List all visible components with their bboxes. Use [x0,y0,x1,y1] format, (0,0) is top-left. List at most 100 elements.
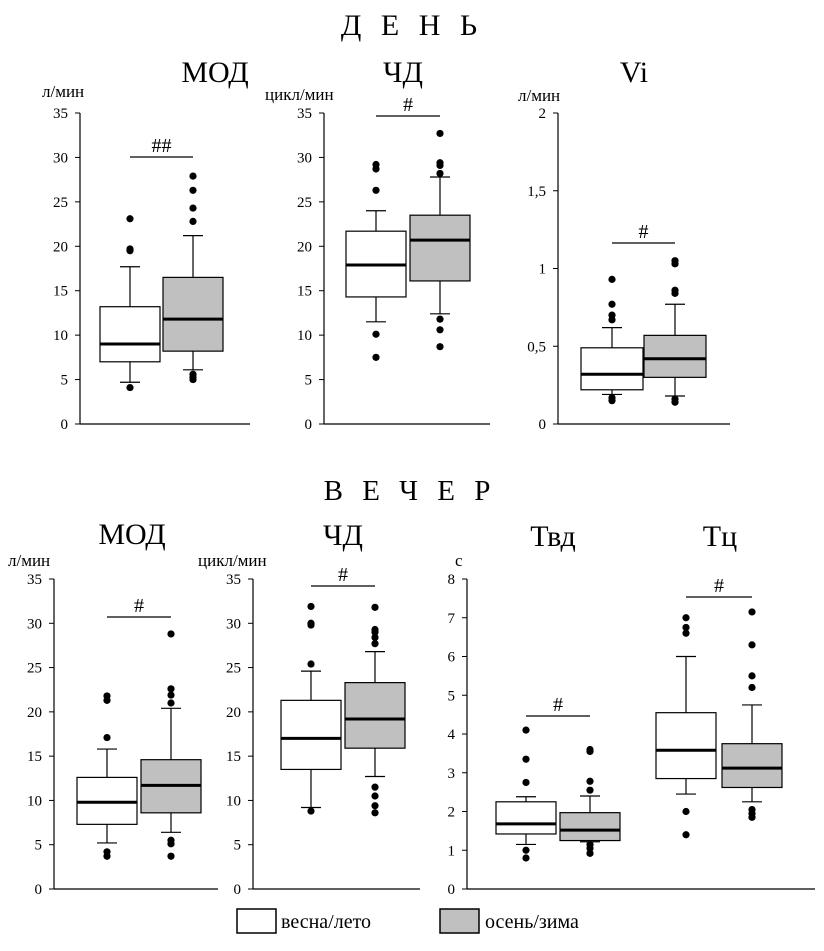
box-autumn-winter [409,129,471,351]
y-tick-label: 0 [234,882,242,898]
outlier-point [372,330,380,338]
outlier-point [671,257,679,265]
outlier-point [522,846,530,854]
chart-title: Vi [620,56,648,89]
outlier-point [522,726,530,734]
y-tick-label: 10 [27,793,42,809]
y-tick-label: 10 [53,328,68,344]
outlier-point [167,685,175,693]
y-tick-label: 5 [305,373,313,389]
outlier-point [671,286,679,294]
box-iqr [559,812,621,842]
section-title-day: Д Е Н Ь [341,9,483,42]
significance-marker: # [338,564,348,586]
outlier-point [167,836,175,844]
y-tick-label: 2 [539,106,547,122]
y-axis-unit-label: цикл/мин [198,551,267,570]
box-spring-summer [655,614,717,839]
chart-title: ЧД [383,56,423,89]
y-tick-label: 0,5 [527,339,546,355]
y-tick-label: 25 [27,661,42,677]
legend-label-autumn-winter: осень/зима [485,911,579,933]
y-tick-label: 35 [27,572,42,588]
y-tick-label: 6 [448,650,456,666]
legend: весна/лето осень/зима [236,908,579,934]
charts-group: 05101520253035л/минМОД##05101520253035ци… [8,56,815,898]
y-tick-label: 0 [448,882,456,898]
legend-swatch-spring-summer [236,908,277,934]
outlier-point [682,807,690,816]
y-tick-label: 7 [448,611,456,627]
y-tick-label: 30 [27,616,42,632]
chart-day-vi: 0 0,5 1 1,5 2л/мин Vi # [518,56,730,433]
y-tick-label: 15 [226,749,241,765]
y-axis-unit-label: л/мин [42,82,84,101]
outlier-point [307,660,315,668]
y-tick-label: 10 [226,793,241,809]
y-tick-label: 0 [305,417,313,433]
y-tick-label: 5 [234,838,242,854]
chart-title: МОД [181,56,248,89]
outlier-point [307,602,315,611]
box-iqr [580,347,644,391]
y-tick-label: 20 [226,705,241,721]
outlier-point [748,683,756,692]
outlier-point [167,699,175,707]
outlier-point [371,792,379,800]
outlier-point [586,849,594,857]
y-tick-label: 15 [297,284,312,300]
legend-swatch-autumn-winter [439,908,480,934]
y-tick-label: 8 [448,572,456,588]
outlier-point [748,641,756,649]
outlier-point [371,640,379,648]
y-tick-label: 20 [27,705,42,721]
box-iqr [495,801,557,835]
outlier-point [371,625,379,634]
box-iqr [655,712,717,780]
y-tick-label: 3 [448,766,456,782]
y-tick-label: 20 [53,239,68,255]
outlier-point [748,805,756,814]
y-tick-label: 25 [226,661,241,677]
y-axis-unit-label: цикл/мин [265,85,334,104]
outlier-point [167,691,175,699]
significance-marker: # [134,595,144,617]
section-title-evening: В Е Ч Е Р [324,475,497,507]
box-spring-summer [76,692,138,860]
chart-title: Тц [703,520,737,553]
y-tick-label: 1 [448,843,456,859]
y-tick-label: 5 [61,373,69,389]
box-autumn-winter [344,603,406,817]
chart-evening-rr: 0 5 10 15 20 25 30 35 цикл/мин ЧД # [198,519,420,898]
box-spring-summer [280,602,342,815]
significance-marker: # [714,575,724,597]
outlier-point [371,633,379,642]
outlier-point [103,692,111,700]
outlier-point [608,393,616,402]
box-iqr [344,682,406,749]
outlier-point [608,300,616,308]
y-tick-label: 25 [53,195,68,211]
y-tick-label: 0 [35,882,43,898]
outlier-point [189,186,197,194]
outlier-point [682,614,690,622]
outlier-point [608,275,616,283]
outlier-point [126,383,134,392]
box-spring-summer [99,215,161,392]
box-autumn-winter [643,257,707,406]
outlier-point [436,343,444,351]
outlier-point [372,186,380,194]
outlier-point [371,802,379,810]
y-tick-label: 10 [297,328,312,344]
chart-title: Твд [530,520,576,553]
outlier-point [372,353,380,361]
outlier-point [586,786,594,794]
outlier-point [682,831,690,839]
outlier-point [436,326,444,334]
chart-day-rr: 0 5 10 15 20 25 30 35 цикл/мин ЧД # [265,56,490,433]
y-tick-label: 1 [539,262,547,278]
y-tick-label: 5 [448,688,456,704]
chart-evening-mod: 0 5 10 15 20 25 30 35 л/мин МОД # [8,518,218,898]
outlier-point [586,840,594,849]
